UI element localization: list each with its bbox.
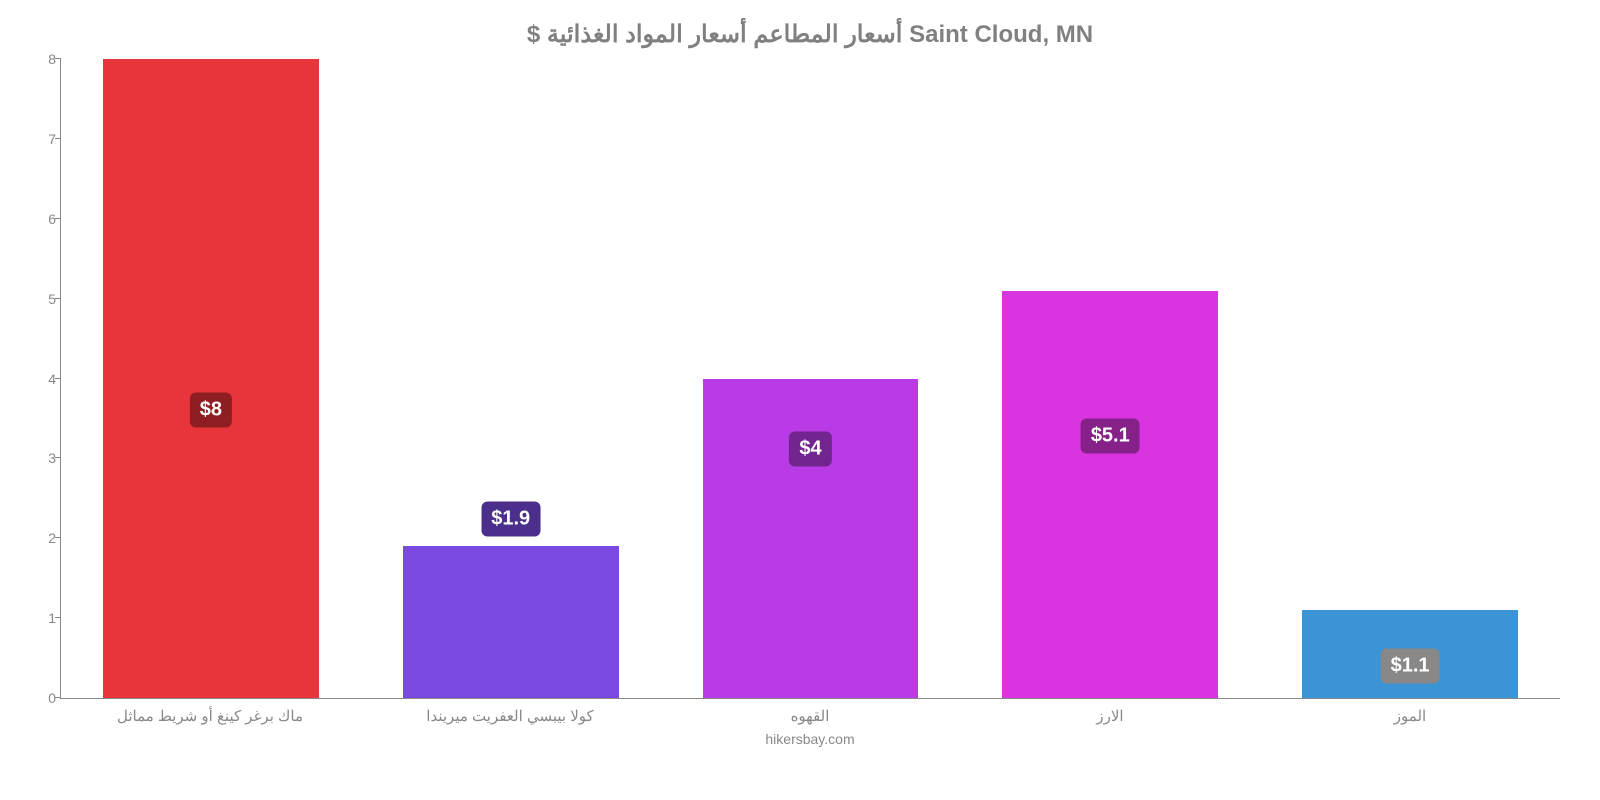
chart-subtitle: hikersbay.com (60, 731, 1560, 747)
y-tick-mark (55, 138, 61, 139)
x-axis-label: الارز (960, 707, 1260, 725)
y-tick-label: 0 (21, 690, 56, 706)
y-tick-mark (55, 617, 61, 618)
bar: $1.1 (1302, 610, 1518, 698)
bar-value-label: $1.1 (1381, 649, 1440, 684)
y-tick-mark (55, 58, 61, 59)
y-tick-label: 8 (21, 51, 56, 67)
chart-title: Saint Cloud, MN أسعار المطاعم أسعار المو… (60, 20, 1560, 49)
bar-value-label: $4 (789, 431, 831, 466)
y-tick-mark (55, 697, 61, 698)
y-tick-mark (55, 218, 61, 219)
x-axis-label: كولا بيبسي العفريت ميريندا (360, 707, 660, 725)
y-tick-mark (55, 378, 61, 379)
y-axis: 012345678 (21, 59, 56, 698)
plot-area: 012345678 $8$1.9$4$5.1$1.1 (60, 59, 1560, 699)
y-tick-label: 1 (21, 610, 56, 626)
y-tick-label: 2 (21, 530, 56, 546)
bar: $5.1 (1002, 291, 1218, 698)
bar-value-label: $8 (190, 393, 232, 428)
bar-value-label: $5.1 (1081, 419, 1140, 454)
y-tick-mark (55, 298, 61, 299)
bar-slot: $1.9 (361, 59, 661, 698)
y-tick-label: 5 (21, 291, 56, 307)
y-tick-label: 6 (21, 211, 56, 227)
x-axis-label: القهوه (660, 707, 960, 725)
y-tick-mark (55, 457, 61, 458)
bar: $1.9 (403, 546, 619, 698)
bar-slot: $5.1 (960, 59, 1260, 698)
bar-slot: $8 (61, 59, 361, 698)
bar-slot: $1.1 (1260, 59, 1560, 698)
y-tick-mark (55, 537, 61, 538)
bar: $8 (103, 59, 319, 698)
x-axis-label: الموز (1260, 707, 1560, 725)
bar: $4 (703, 379, 919, 699)
x-axis-label: ماك برغر كينغ أو شريط مماثل (60, 707, 360, 725)
bar-slot: $4 (661, 59, 961, 698)
y-tick-label: 4 (21, 371, 56, 387)
bars-region: $8 $1.9 $4 $5.1 $1.1 (61, 59, 1560, 698)
y-tick-label: 7 (21, 131, 56, 147)
y-tick-label: 3 (21, 450, 56, 466)
chart-container: Saint Cloud, MN أسعار المطاعم أسعار المو… (0, 0, 1600, 800)
bar-value-label: $1.9 (481, 502, 540, 537)
x-axis-labels: ماك برغر كينغ أو شريط مماثلكولا بيبسي ال… (60, 707, 1560, 725)
